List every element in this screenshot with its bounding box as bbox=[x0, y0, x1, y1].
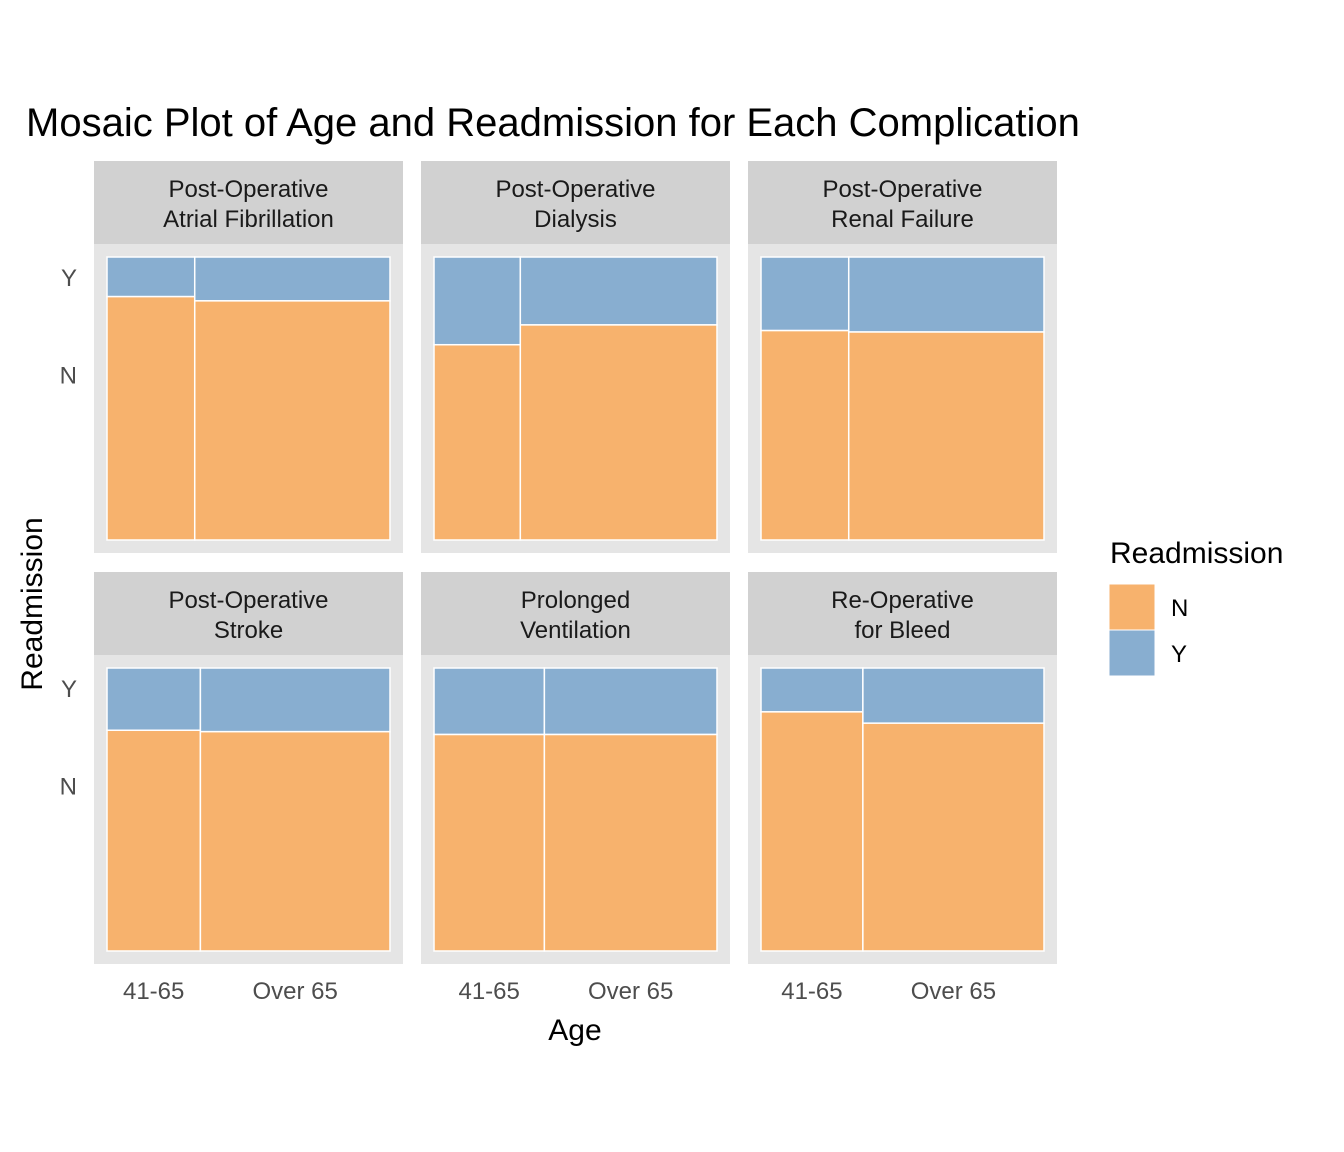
strip-background bbox=[421, 161, 730, 244]
mosaic-tile-Y-41-65 bbox=[760, 256, 850, 332]
strip-label: Re-Operative bbox=[831, 587, 974, 614]
strip-background bbox=[94, 572, 403, 655]
mosaic-tile-N-Over 65 bbox=[519, 324, 718, 541]
x-tick-label: Over 65 bbox=[588, 978, 673, 1005]
mosaic-tile-N-41-65 bbox=[760, 329, 850, 541]
strip-label: Stroke bbox=[214, 617, 283, 644]
mosaic-tile-Y-Over 65 bbox=[199, 667, 391, 733]
strip-background bbox=[748, 572, 1057, 655]
x-tick-label: Over 65 bbox=[253, 978, 338, 1005]
facet-panel: Post-Operative Atrial Fibrillation bbox=[94, 161, 403, 553]
strip-label: Post-Operative bbox=[168, 587, 328, 614]
strip-label: Renal Failure bbox=[831, 206, 974, 233]
y-axis-ticks: Y N Y N bbox=[60, 265, 77, 801]
x-axis-ticks: 41-65 Over 65 41-65 Over 65 41-65 Over 65 bbox=[123, 978, 996, 1005]
mosaic-tile-Y-Over 65 bbox=[847, 256, 1045, 333]
mosaic-tile-N-Over 65 bbox=[193, 300, 391, 541]
strip-label: Post-Operative bbox=[495, 176, 655, 203]
mosaic-tile-Y-Over 65 bbox=[862, 667, 1045, 724]
mosaic-tile-Y-41-65 bbox=[433, 667, 546, 736]
strip-label: Post-Operative bbox=[168, 176, 328, 203]
x-tick-label: Over 65 bbox=[911, 978, 996, 1005]
x-axis-title: Age bbox=[548, 1014, 601, 1047]
mosaic-tile-Y-41-65 bbox=[760, 667, 864, 713]
legend: Readmission NY bbox=[1108, 537, 1283, 677]
legend-label: N bbox=[1171, 595, 1188, 622]
mosaic-tile-N-41-65 bbox=[106, 295, 196, 541]
x-tick-label: 41-65 bbox=[458, 978, 519, 1005]
facet-panel: Post-Operative Dialysis bbox=[421, 161, 730, 553]
facet-panel: Prolonged Ventilation bbox=[421, 572, 730, 964]
mosaic-tile-Y-Over 65 bbox=[519, 256, 718, 326]
strip-label: Atrial Fibrillation bbox=[163, 206, 334, 233]
mosaic-tile-Y-Over 65 bbox=[543, 667, 718, 736]
mosaic-tile-Y-41-65 bbox=[106, 256, 196, 298]
mosaic-tile-N-Over 65 bbox=[199, 730, 391, 952]
mosaic-tile-N-Over 65 bbox=[543, 733, 718, 952]
chart-title: Mosaic Plot of Age and Readmission for E… bbox=[26, 101, 1080, 145]
strip-label: for Bleed bbox=[854, 617, 950, 644]
mosaic-tile-N-41-65 bbox=[433, 733, 546, 952]
mosaic-tile-Y-Over 65 bbox=[193, 256, 391, 302]
mosaic-tile-N-41-65 bbox=[760, 711, 864, 952]
strip-background bbox=[94, 161, 403, 244]
y-tick-label: N bbox=[60, 774, 77, 801]
strip-background bbox=[748, 161, 1057, 244]
facet-panel: Re-Operative for Bleed bbox=[748, 572, 1057, 964]
facet-panel: Post-Operative Stroke bbox=[94, 572, 403, 964]
legend-key-N bbox=[1108, 583, 1156, 631]
y-tick-label: Y bbox=[61, 676, 77, 703]
y-axis-title: Readmission bbox=[16, 517, 49, 690]
legend-label: Y bbox=[1171, 641, 1187, 668]
strip-label: Post-Operative bbox=[822, 176, 982, 203]
legend-key-Y bbox=[1108, 629, 1156, 677]
mosaic-tile-Y-41-65 bbox=[433, 256, 522, 346]
y-tick-label: Y bbox=[61, 265, 77, 292]
mosaic-tile-Y-41-65 bbox=[106, 667, 202, 732]
mosaic-tile-N-Over 65 bbox=[847, 331, 1045, 541]
y-tick-label: N bbox=[60, 363, 77, 390]
x-tick-label: 41-65 bbox=[781, 978, 842, 1005]
strip-background bbox=[421, 572, 730, 655]
facet-panel: Post-Operative Renal Failure bbox=[748, 161, 1057, 553]
strip-label: Ventilation bbox=[520, 617, 631, 644]
mosaic-tile-N-41-65 bbox=[433, 343, 522, 541]
x-tick-label: 41-65 bbox=[123, 978, 184, 1005]
mosaic-tile-N-41-65 bbox=[106, 729, 202, 952]
strip-label: Prolonged bbox=[521, 587, 630, 614]
mosaic-tile-N-Over 65 bbox=[862, 722, 1045, 952]
legend-title: Readmission bbox=[1110, 537, 1283, 570]
strip-label: Dialysis bbox=[534, 206, 617, 233]
